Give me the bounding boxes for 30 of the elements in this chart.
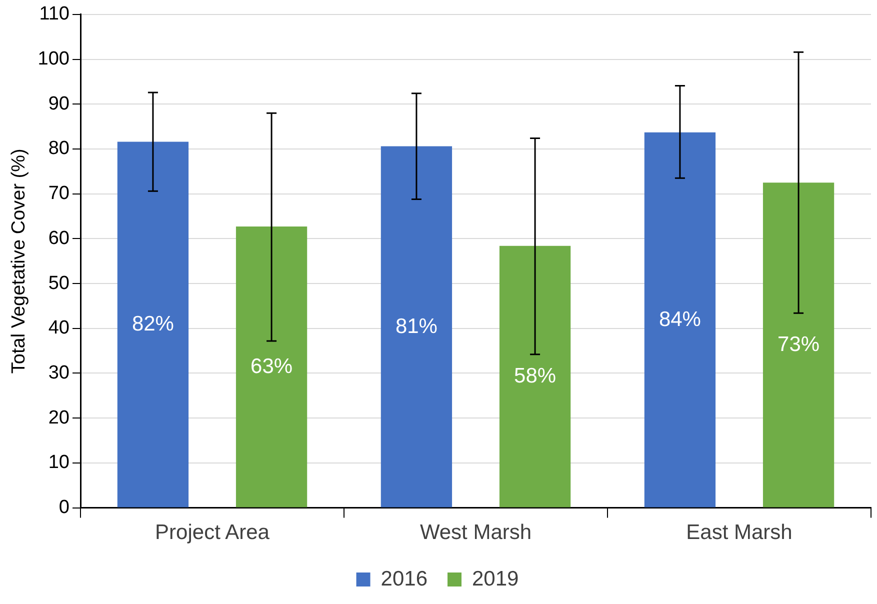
bar xyxy=(499,246,571,508)
y-tick-label: 60 xyxy=(48,228,70,249)
bar xyxy=(380,146,452,508)
data-label: 73% xyxy=(778,333,820,356)
y-tick-label: 0 xyxy=(58,497,70,518)
data-label: 58% xyxy=(514,364,556,388)
y-tick-label: 10 xyxy=(48,452,70,474)
x-tick-label: Project Area xyxy=(155,521,270,544)
y-tick-label: 80 xyxy=(48,138,70,160)
bar xyxy=(644,132,716,508)
y-tick-label: 50 xyxy=(48,272,70,294)
y-tick-label: 20 xyxy=(48,407,70,428)
bar xyxy=(117,142,189,508)
y-tick-label: 30 xyxy=(48,362,70,384)
x-tick-label: West Marsh xyxy=(420,521,532,544)
y-axis-title: Total Vegetative Cover (%) xyxy=(8,148,30,374)
x-tick-label: East Marsh xyxy=(686,521,792,544)
legend-label: 2016 xyxy=(380,567,428,590)
y-tick-label: 90 xyxy=(48,93,70,114)
y-tick-label: 70 xyxy=(48,183,70,204)
legend-label: 2019 xyxy=(472,567,519,590)
bar xyxy=(236,226,308,508)
y-tick-label: 100 xyxy=(38,48,70,70)
bar xyxy=(762,182,834,508)
y-tick-label: 110 xyxy=(39,4,70,25)
data-label: 63% xyxy=(250,354,293,378)
y-tick-label: 40 xyxy=(48,318,70,339)
data-label: 82% xyxy=(132,312,174,336)
data-label: 84% xyxy=(658,308,701,331)
data-label: 81% xyxy=(395,314,438,338)
